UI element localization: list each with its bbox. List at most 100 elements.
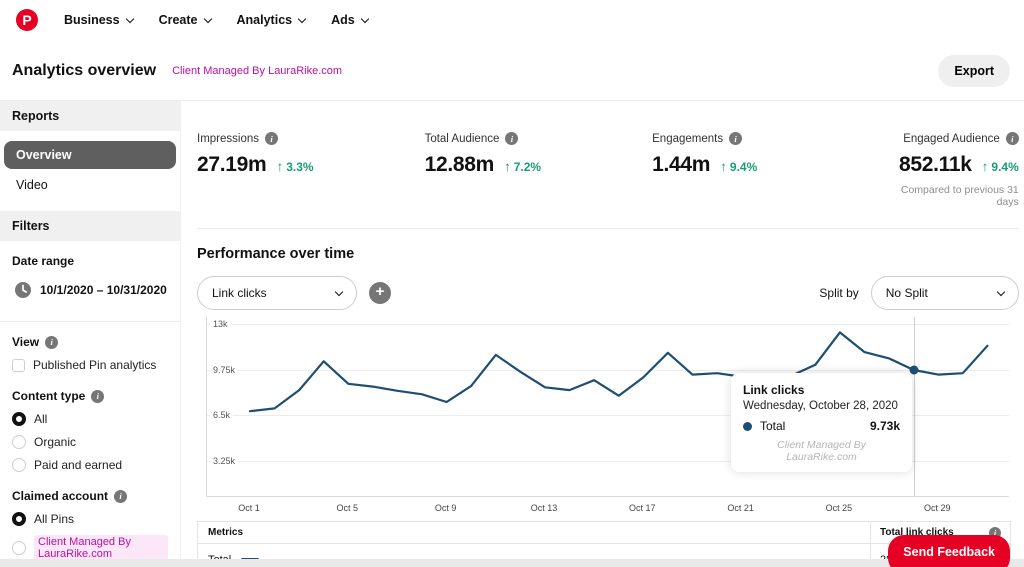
kpi-delta: ↑9.4%: [720, 159, 757, 174]
page-header: Analytics overview Client Managed By Lau…: [0, 40, 1024, 101]
kpi-delta: ↑3.3%: [276, 159, 313, 174]
client-managed-label: Client Managed By LauraRike.com: [172, 65, 342, 77]
radio-all-pins[interactable]: All Pins: [12, 512, 168, 526]
kpi-label: Total Audience: [425, 133, 500, 145]
nav-item-analytics[interactable]: Analytics: [237, 13, 306, 27]
tooltip-value: 9.73k: [870, 419, 900, 433]
tooltip-footnote: Client Managed By LauraRike.com: [743, 439, 900, 463]
x-axis-label: Oct 5: [337, 503, 359, 513]
content-type-label: Content type: [12, 389, 85, 403]
kpi-value: 1.44m: [652, 153, 710, 177]
date-range-label: Date range: [12, 254, 168, 268]
date-range-value[interactable]: 10/1/2020 – 10/31/2020: [14, 281, 168, 299]
kpi-value: 27.19m: [197, 153, 266, 177]
sidebar-item-video[interactable]: Video: [0, 171, 180, 199]
sidebar: Reports Overview Video Filters Date rang…: [0, 101, 181, 567]
up-arrow-icon: ↑: [720, 159, 727, 174]
radio-button[interactable]: [12, 435, 26, 449]
kpi-delta: ↑7.2%: [504, 159, 541, 174]
series-dot-icon: [743, 422, 752, 431]
send-feedback-button[interactable]: Send Feedback: [888, 535, 1010, 567]
info-icon[interactable]: i: [114, 490, 127, 503]
info-icon[interactable]: i: [729, 132, 742, 145]
radio-button[interactable]: [12, 541, 26, 555]
published-pin-analytics-checkbox-row[interactable]: Published Pin analytics: [12, 358, 168, 372]
radio-all[interactable]: All: [12, 412, 168, 426]
info-icon[interactable]: i: [505, 132, 518, 145]
nav-item-label: Create: [159, 13, 198, 27]
kpi-value: 852.11k: [899, 153, 972, 177]
tooltip-title: Link clicks: [743, 383, 900, 397]
nav-item-business[interactable]: Business: [64, 13, 133, 27]
add-metric-button[interactable]: +: [369, 282, 391, 304]
section-divider: [197, 228, 1019, 229]
info-icon[interactable]: i: [265, 132, 278, 145]
chart-controls: Link clicks + Split by No Split: [197, 276, 1019, 310]
up-arrow-icon: ↑: [504, 159, 511, 174]
checkbox-label: Published Pin analytics: [33, 358, 156, 372]
kpi-label: Engaged Audience: [903, 133, 1000, 145]
kpi-engagements: Engagements i 1.44m ↑9.4%: [652, 132, 880, 208]
page-title: Analytics overview: [12, 62, 156, 80]
content-type-filter-block: Content type i All Organic Paid and earn…: [0, 376, 180, 476]
up-arrow-icon: ↑: [982, 159, 989, 174]
performance-title: Performance over time: [197, 246, 1019, 262]
radio-button[interactable]: [12, 458, 26, 472]
chart-tooltip: Link clicks Wednesday, October 28, 2020 …: [731, 373, 912, 472]
x-axis-label: Oct 17: [629, 503, 656, 513]
kpi-row: Impressions i 27.19m ↑3.3% Total Audienc…: [197, 101, 1019, 208]
kpi-total-audience: Total Audience i 12.88m ↑7.2%: [425, 132, 653, 208]
radio-button[interactable]: [12, 412, 26, 426]
horizontal-scrollbar-track[interactable]: [0, 559, 1024, 567]
radio-organic[interactable]: Organic: [12, 435, 168, 449]
radio-client-managed[interactable]: Client Managed By LauraRike.com: [12, 535, 168, 561]
chevron-down-icon: [203, 14, 211, 22]
split-by-label: Split by: [819, 286, 858, 300]
nav-item-ads[interactable]: Ads: [331, 13, 368, 27]
checkbox[interactable]: [12, 359, 25, 372]
date-range-block: Date range 10/1/2020 – 10/31/2020: [0, 241, 180, 315]
metrics-column-header: Metrics: [198, 527, 870, 538]
kpi-engaged-audience: Engaged Audience i 852.11k ↑9.4% Compare…: [880, 132, 1019, 208]
clock-icon: [14, 281, 32, 299]
split-dropdown[interactable]: No Split: [871, 276, 1019, 310]
x-axis-label: Oct 25: [826, 503, 853, 513]
claimed-account-label: Claimed account: [12, 489, 108, 503]
compare-note: Compared to previous 31 days: [880, 184, 1019, 208]
chevron-down-icon: [298, 14, 306, 22]
reports-section-header: Reports: [0, 101, 180, 131]
metric-dropdown[interactable]: Link clicks: [197, 276, 357, 310]
kpi-label: Impressions: [197, 133, 259, 145]
kpi-delta: ↑9.4%: [982, 159, 1019, 174]
chevron-down-icon: [125, 14, 133, 22]
view-label: View: [12, 335, 39, 349]
chevron-down-icon: [997, 287, 1005, 295]
claimed-account-filter-block: Claimed account i All Pins Client Manage…: [0, 476, 180, 567]
x-axis-label: Oct 13: [531, 503, 558, 513]
kpi-value: 12.88m: [425, 153, 494, 177]
nav-item-label: Ads: [331, 13, 355, 27]
tooltip-series: Total: [760, 419, 785, 433]
main-content: Impressions i 27.19m ↑3.3% Total Audienc…: [181, 101, 1024, 567]
info-icon[interactable]: i: [1006, 132, 1019, 145]
table-header-row: Metrics Total link clicks i: [198, 522, 1010, 544]
sidebar-item-overview[interactable]: Overview: [4, 141, 176, 169]
radio-button[interactable]: [12, 512, 26, 526]
chevron-down-icon: [360, 14, 368, 22]
x-axis-label: Oct 9: [435, 503, 457, 513]
x-axis-label: Oct 1: [238, 503, 260, 513]
info-icon[interactable]: i: [91, 390, 104, 403]
tooltip-date: Wednesday, October 28, 2020: [743, 400, 900, 412]
chart-highlight-dot: [909, 365, 918, 374]
view-filter-block: View i Published Pin analytics: [0, 322, 180, 376]
info-icon[interactable]: i: [45, 336, 58, 349]
pinterest-logo-icon[interactable]: P: [16, 9, 38, 31]
nav-item-create[interactable]: Create: [159, 13, 211, 27]
top-nav: P Business Create Analytics Ads: [0, 0, 1024, 40]
radio-paid-and-earned[interactable]: Paid and earned: [12, 458, 168, 472]
export-button[interactable]: Export: [938, 55, 1010, 87]
x-axis-label: Oct 29: [924, 503, 951, 513]
up-arrow-icon: ↑: [276, 159, 283, 174]
nav-item-label: Analytics: [237, 13, 293, 27]
performance-chart[interactable]: 13k9.75k6.5k3.25k Link clicks Wednesday,…: [206, 317, 1009, 497]
